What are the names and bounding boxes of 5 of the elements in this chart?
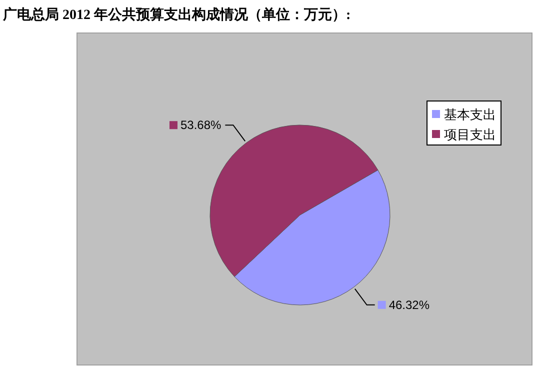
legend-label: 项目支出 xyxy=(444,127,496,142)
legend-label: 基本支出 xyxy=(444,107,496,122)
title: 广电总局 2012 年公共预算支出构成情况（单位：万元）: xyxy=(3,8,351,23)
data-label: 46.32% xyxy=(388,298,430,312)
data-label: 53.68% xyxy=(180,118,222,132)
